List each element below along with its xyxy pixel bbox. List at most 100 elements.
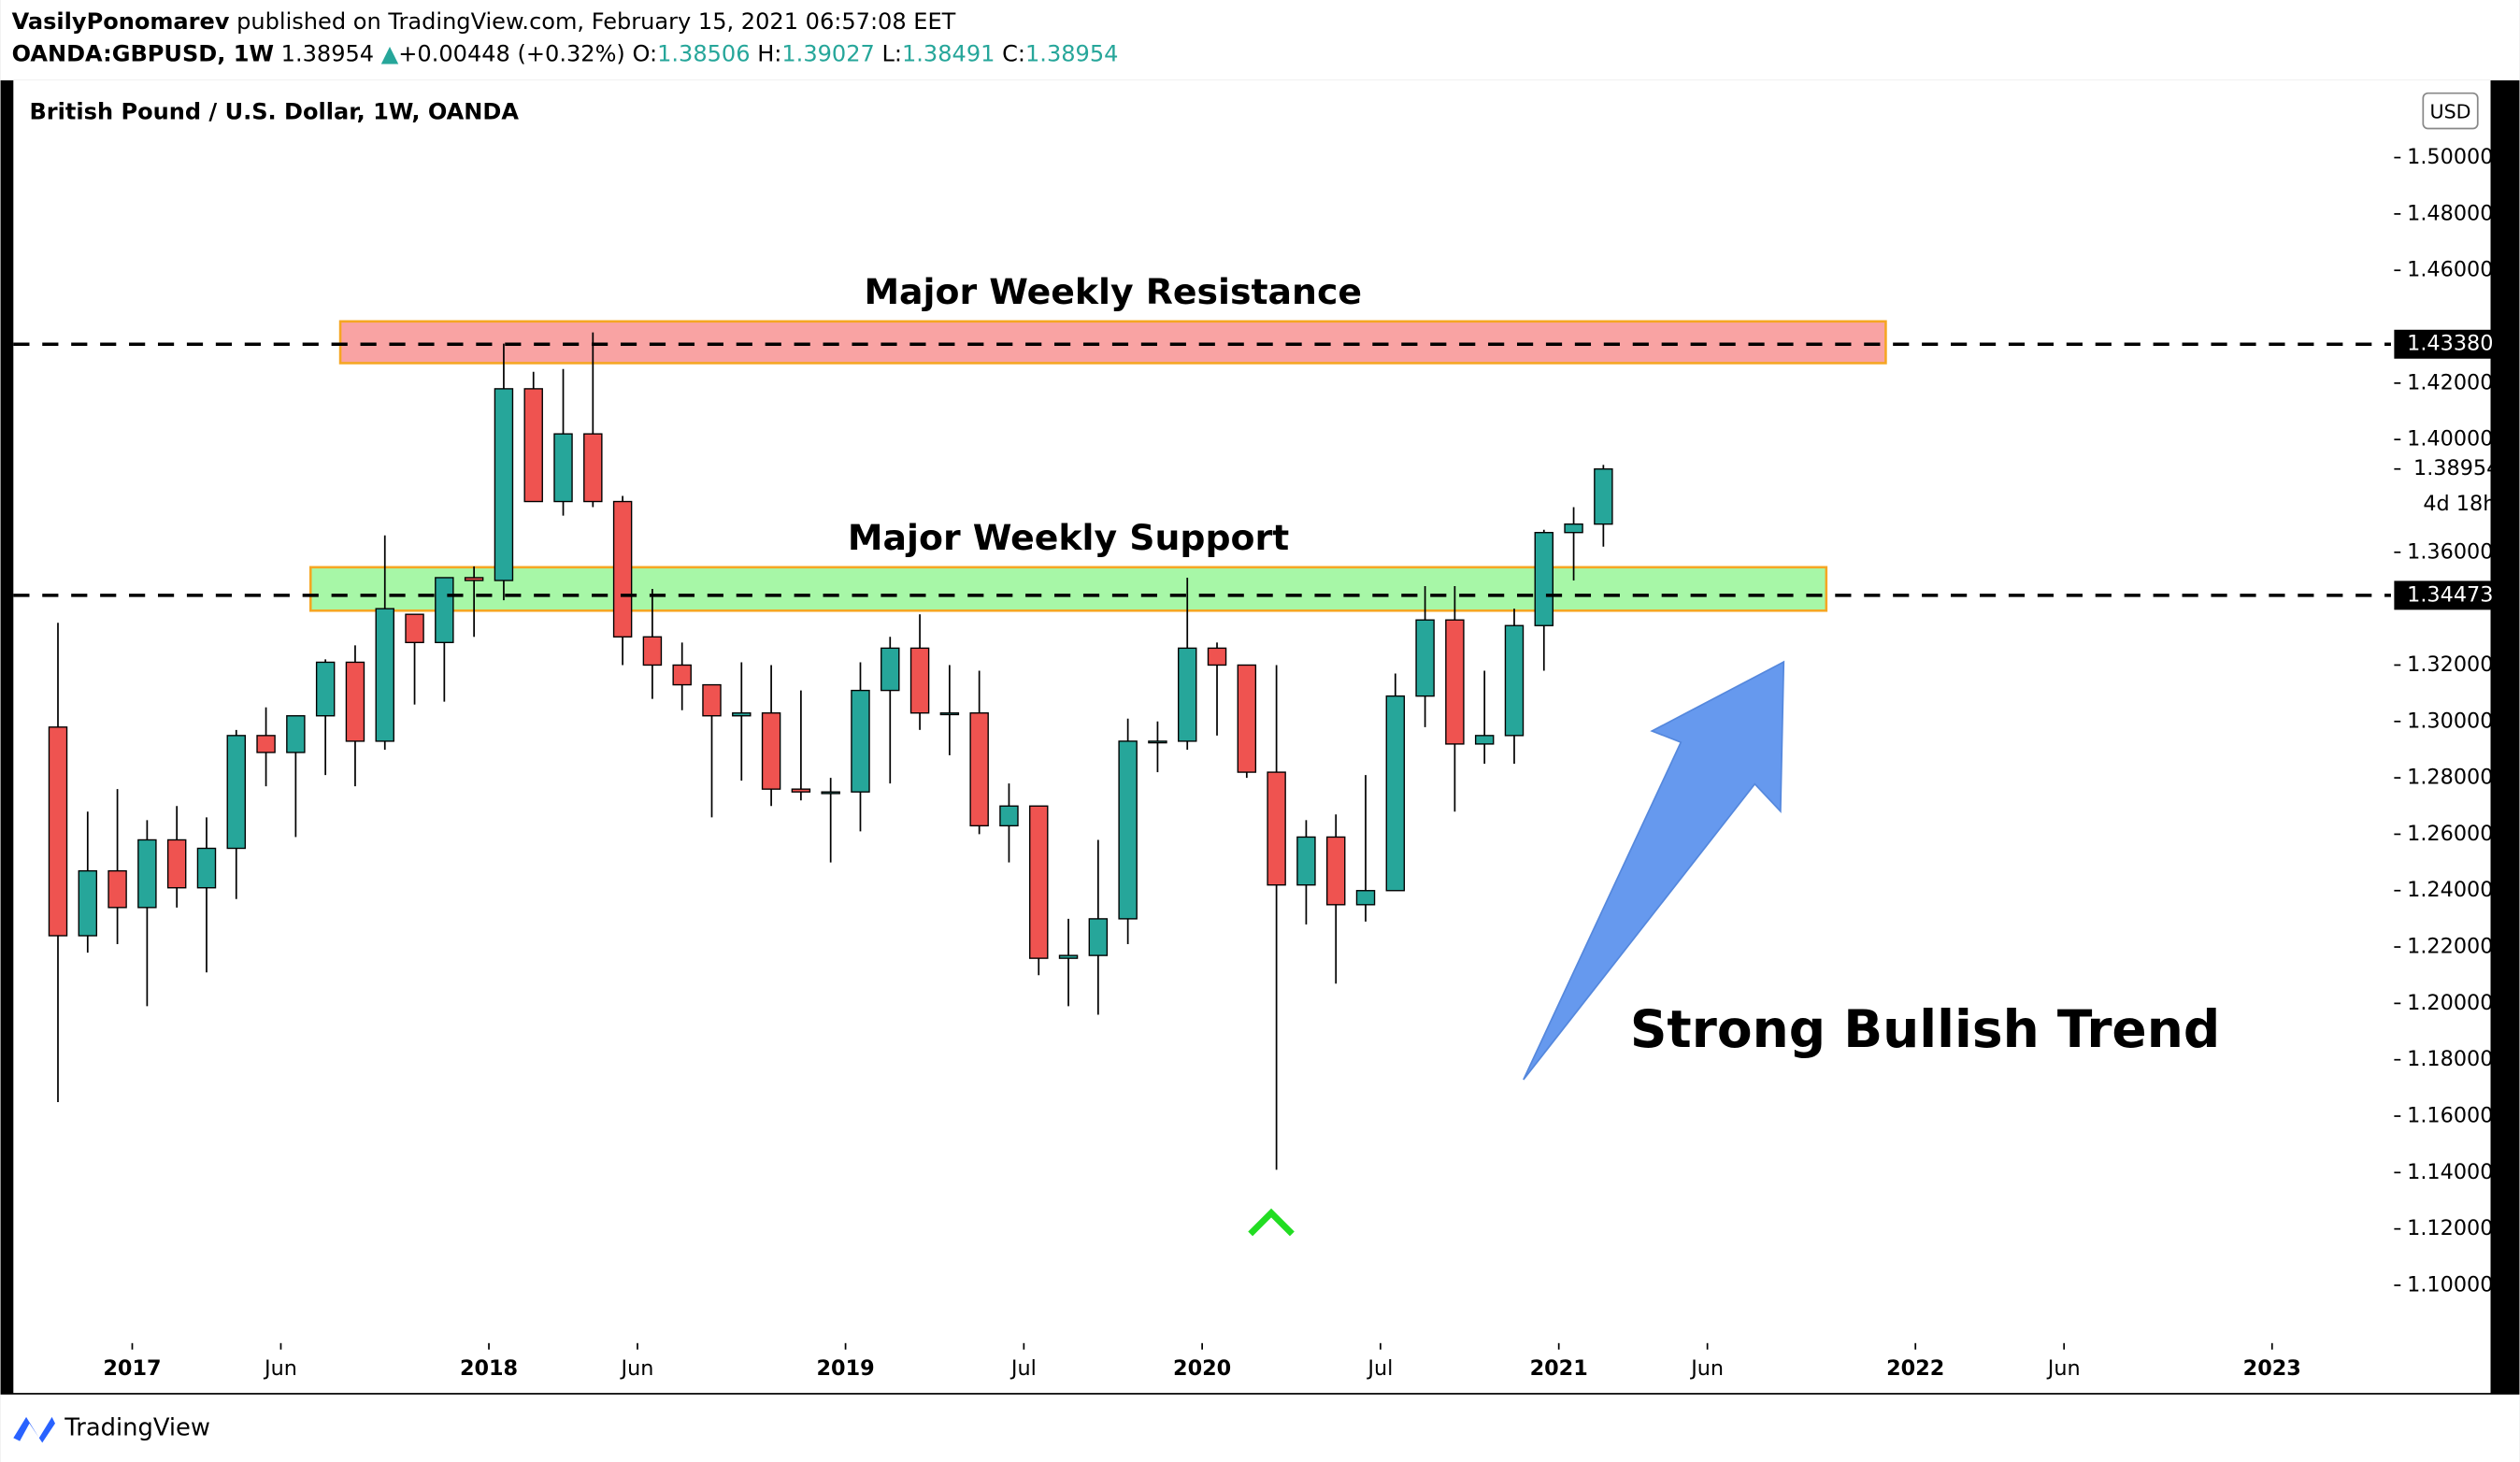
- candle-body: [999, 805, 1019, 827]
- candle-body: [48, 726, 68, 937]
- candle-body: [1058, 954, 1079, 959]
- candle-body: [791, 788, 811, 793]
- y-tick-label: 1.22000: [2407, 935, 2493, 959]
- candle-body: [821, 791, 840, 795]
- zone: [338, 320, 1887, 365]
- currency-box: [2422, 92, 2479, 130]
- candle-body: [166, 838, 187, 889]
- candle-body: [1237, 664, 1257, 773]
- change: +0.00448 (+0.32%): [398, 40, 625, 66]
- candle-body: [286, 715, 306, 753]
- zone: [308, 566, 1828, 612]
- x-tick-label: 2023: [2243, 1356, 2301, 1381]
- candle-body: [1504, 624, 1525, 737]
- candle-body: [1029, 805, 1049, 959]
- chart-title: British Pound / U.S. Dollar, 1W, OANDA: [29, 98, 519, 124]
- x-tick-label: Jul: [1009, 1356, 1037, 1381]
- low-marker: [1248, 1208, 1295, 1237]
- y-tick-label: 1.50000: [2407, 145, 2493, 169]
- candle-body: [1385, 695, 1406, 892]
- currency: USD: [2430, 100, 2471, 122]
- candle-body: [1415, 619, 1435, 697]
- countdown: 4d 18h: [2423, 492, 2496, 516]
- candle-body: [1355, 890, 1376, 906]
- c-value: 1.38954: [1025, 40, 1118, 66]
- y-tick-label: 1.10000: [2407, 1272, 2493, 1297]
- logo: TradingView: [13, 1413, 210, 1443]
- y-tick-label: 1.46000: [2407, 258, 2493, 282]
- candle-body: [612, 500, 633, 638]
- y-tick-label: 1.12000: [2407, 1216, 2493, 1240]
- y-tick-label: 1.20000: [2407, 991, 2493, 1015]
- candle-body: [196, 847, 217, 889]
- x-tick-label: Jun: [620, 1356, 654, 1381]
- x-tick-label: Jul: [1366, 1356, 1393, 1381]
- y-tick-label: 1.32000: [2407, 652, 2493, 677]
- x-tick-label: 2018: [460, 1356, 518, 1381]
- candle-body: [1267, 771, 1286, 886]
- y-tick-label: 1.36000: [2407, 539, 2493, 564]
- candle-body: [523, 388, 543, 503]
- candle-body: [881, 647, 900, 692]
- candle-body: [464, 577, 484, 581]
- zone-label: Major Weekly Support: [848, 517, 1289, 558]
- published: published on TradingView.com, February 1…: [236, 8, 956, 35]
- annotation: Strong Bullish Trend: [1630, 999, 2220, 1059]
- candle-body: [435, 577, 454, 644]
- publisher: VasilyPonomarev: [12, 8, 230, 35]
- c-label: C:: [1002, 40, 1025, 66]
- candle-body: [761, 712, 781, 790]
- brand: TradingView: [64, 1413, 210, 1441]
- last: 1.38954: [281, 40, 374, 66]
- footer-bar: [0, 1394, 2520, 1462]
- level-label-box: [2394, 580, 2504, 610]
- candle-body: [1118, 740, 1138, 920]
- up-arrow: ▲: [381, 40, 399, 66]
- x-tick-label: 2020: [1173, 1356, 1231, 1381]
- candle-body: [583, 433, 603, 503]
- candle-body: [1325, 836, 1346, 906]
- last-price-label: 1.38954: [2413, 456, 2499, 480]
- x-tick-label: Jun: [263, 1356, 297, 1381]
- x-tick-label: 2017: [103, 1356, 161, 1381]
- level-label-box: [2394, 329, 2504, 359]
- x-tick-label: 2022: [1886, 1356, 1944, 1381]
- candle-body: [78, 869, 98, 937]
- candle-body: [345, 661, 365, 742]
- candle-body: [939, 712, 960, 716]
- y-tick-label: 1.24000: [2407, 878, 2493, 902]
- candle-body: [702, 683, 722, 717]
- candles: [48, 332, 1613, 1170]
- candle-body: [909, 647, 930, 714]
- header-bar: [0, 0, 2520, 80]
- y-tick-label: 1.42000: [2407, 370, 2493, 394]
- candle-body: [1178, 647, 1197, 742]
- candle-body: [732, 712, 752, 717]
- zone-label: Major Weekly Resistance: [864, 271, 1362, 312]
- candle-body: [226, 735, 246, 850]
- publish-line: VasilyPonomarev published on TradingView…: [12, 8, 956, 35]
- x-tick-label: 2021: [1530, 1356, 1588, 1381]
- trend-arrow: [1523, 660, 1785, 1081]
- candle-body: [1474, 735, 1495, 745]
- candle-body: [642, 636, 663, 666]
- candle-body: [1296, 836, 1316, 886]
- candle-body: [1564, 523, 1583, 534]
- candle-body: [315, 661, 336, 717]
- candle-body: [405, 613, 424, 644]
- x-tick-label: Jun: [2046, 1356, 2081, 1381]
- h-label: H:: [757, 40, 781, 66]
- candle-body: [107, 869, 127, 909]
- symbol: OANDA:GBPUSD, 1W: [12, 40, 274, 66]
- candle-body: [1148, 740, 1167, 744]
- y-tick-label: 1.40000: [2407, 427, 2493, 452]
- candle-body: [851, 689, 870, 793]
- candle-body: [137, 838, 157, 909]
- candle-body: [553, 433, 573, 503]
- candle-body: [672, 664, 692, 686]
- symbol-line: OANDA:GBPUSD, 1W 1.38954 ▲+0.00448 (+0.3…: [12, 40, 1119, 66]
- y-tick-label: 1.16000: [2407, 1104, 2493, 1128]
- level-label: 1.43380: [2407, 332, 2493, 356]
